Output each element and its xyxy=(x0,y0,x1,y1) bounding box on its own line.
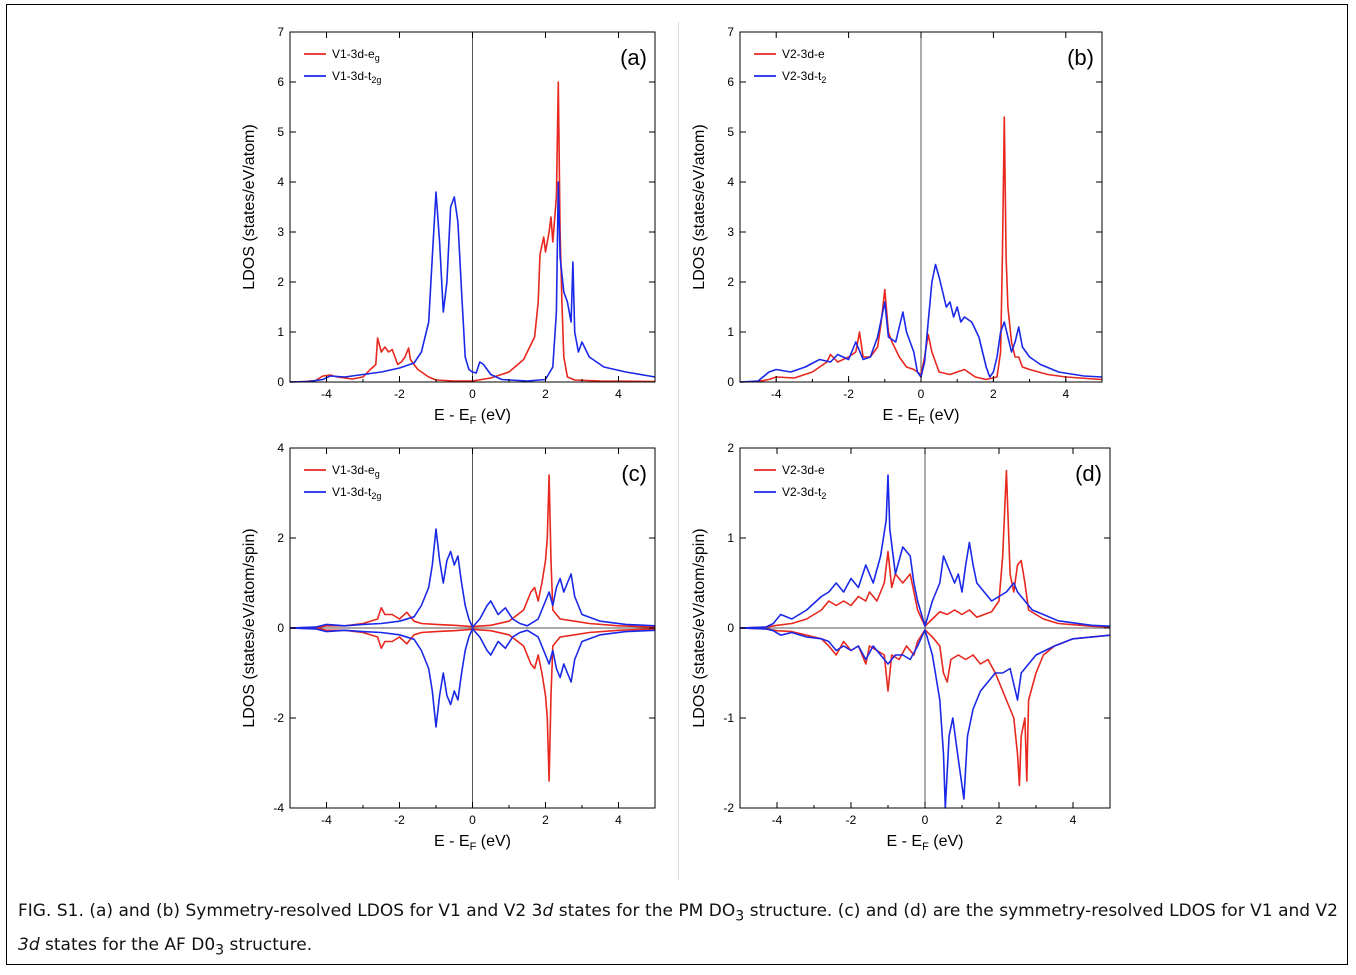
legend-label: V1-3d-eg xyxy=(332,47,380,63)
series-line-t2g-up xyxy=(739,474,1111,629)
y-tick-label: 3 xyxy=(727,225,734,239)
caption-text-4: states for the AF D0 xyxy=(39,935,216,956)
caption-sub-2: 3 xyxy=(215,942,225,959)
y-tick-label: 2 xyxy=(277,531,284,545)
y-tick-label: -1 xyxy=(723,711,734,725)
y-tick-label: 1 xyxy=(727,325,734,339)
y-tick-label: 6 xyxy=(727,75,734,89)
x-tick-label: -2 xyxy=(394,813,405,827)
series-line-t2g xyxy=(739,263,1103,383)
x-tick-label: -4 xyxy=(321,387,332,401)
ldos-chart-c: -4 -2 0 2 4 -4 -2 0 2 4 E - EF (eV) LDOS (states/eV… xyxy=(241,441,656,853)
x-tick-label: 2 xyxy=(990,387,997,401)
y-tick-label: 7 xyxy=(727,25,734,39)
x-tick-label: 2 xyxy=(542,813,549,827)
y-axis-label: LDOS (states/eV/atom/spin) xyxy=(241,528,258,727)
series-line-t2g-up xyxy=(289,528,656,629)
x-tick-label: 0 xyxy=(922,813,929,827)
caption-text-3: structure. (c) and (d) are the symmetry-… xyxy=(744,901,1338,921)
legend-label: V2-3d-e xyxy=(782,463,825,477)
series-line-t2g-down xyxy=(289,627,656,728)
panel-label: (d) xyxy=(1075,461,1102,486)
x-tick-label: -2 xyxy=(846,813,857,827)
panel-d: -4 -2 0 2 4 -2 -1 0 1 2 E - EF (eV) LDOS (states/eV… xyxy=(688,438,1118,868)
x-axis-label: E - EF (eV) xyxy=(434,407,511,427)
y-axis-label: LDOS (states/eV/atom/spin) xyxy=(691,528,708,727)
x-axis-label: E - EF (eV) xyxy=(887,833,964,853)
x-tick-label: 0 xyxy=(918,387,925,401)
panel-b: -4 -2 0 2 4 0 1 2 3 4 5 6 7 E - EF (eV) LDOS (states/e… xyxy=(688,22,1118,434)
panel-label: (c) xyxy=(621,461,647,486)
y-axis-label: LDOS (states/eV/atom) xyxy=(241,124,258,289)
legend-label: V1-3d-eg xyxy=(332,463,380,479)
x-tick-label: 4 xyxy=(1070,813,1077,827)
x-tick-label: -4 xyxy=(321,813,332,827)
y-tick-label: -2 xyxy=(273,711,284,725)
y-tick-label: 0 xyxy=(277,375,284,389)
caption-text-5: structure. xyxy=(224,935,313,956)
caption-italic-1: d xyxy=(542,901,554,921)
figure-caption: FIG. S1. (a) and (b) Symmetry-resolved L… xyxy=(18,897,1338,966)
x-tick-label: 2 xyxy=(996,813,1003,827)
ldos-chart-a: -4 -2 0 2 4 0 1 2 3 4 5 6 7 E - EF (eV) LDOS (states/e… xyxy=(241,25,656,427)
y-tick-label: 6 xyxy=(277,75,284,89)
ldos-chart-d: -4 -2 0 2 4 -2 -1 0 1 2 E - EF (eV) LDOS (states/eV… xyxy=(691,441,1111,853)
caption-text-1: FIG. S1. (a) and (b) Symmetry-resolved L… xyxy=(18,901,543,921)
y-tick-label: 5 xyxy=(277,125,284,139)
y-tick-label: 0 xyxy=(727,621,734,635)
legend-label: V2-3d-t2 xyxy=(782,69,826,85)
y-tick-label: 2 xyxy=(277,275,284,289)
x-tick-label: -4 xyxy=(772,813,783,827)
legend-label: V1-3d-t2g xyxy=(332,69,381,85)
y-tick-label: 0 xyxy=(727,375,734,389)
panel-a: -4 -2 0 2 4 0 1 2 3 4 5 6 7 E - EF (eV) LDOS (states/e… xyxy=(230,22,670,434)
x-tick-label: -2 xyxy=(843,387,854,401)
series-line-t2g-down xyxy=(739,627,1111,809)
y-tick-label: 4 xyxy=(277,441,284,455)
y-tick-label: 2 xyxy=(727,441,734,455)
caption-italic-2: 3d xyxy=(18,935,40,956)
x-tick-label: 0 xyxy=(469,387,476,401)
y-tick-label: 3 xyxy=(277,225,284,239)
y-tick-label: -2 xyxy=(723,801,734,815)
panel-label: (a) xyxy=(620,45,647,70)
y-tick-label: 5 xyxy=(727,125,734,139)
series-line-eg-down xyxy=(289,627,656,782)
x-tick-label: 4 xyxy=(615,813,622,827)
series-line-eg-up xyxy=(739,469,1111,629)
y-tick-label: 2 xyxy=(727,275,734,289)
y-axis-label: LDOS (states/eV/atom) xyxy=(691,124,708,289)
panel-c: -4 -2 0 2 4 -4 -2 0 2 4 E - EF (eV) LDOS (states/eV… xyxy=(230,438,670,868)
y-tick-label: 7 xyxy=(277,25,284,39)
x-axis-label: E - EF (eV) xyxy=(434,833,511,853)
ldos-chart-b: -4 -2 0 2 4 0 1 2 3 4 5 6 7 E - EF (eV) LDOS (states/e… xyxy=(691,25,1103,427)
series-line-eg-up xyxy=(289,474,656,629)
y-tick-label: 1 xyxy=(727,531,734,545)
series-line-eg-down xyxy=(739,627,1111,787)
legend-label: V1-3d-t2g xyxy=(332,485,381,501)
x-tick-label: -4 xyxy=(771,387,782,401)
panel-label: (b) xyxy=(1067,45,1094,70)
y-tick-label: 4 xyxy=(727,175,734,189)
x-tick-label: 4 xyxy=(1062,387,1069,401)
x-tick-label: 2 xyxy=(542,387,549,401)
series-line-t2g xyxy=(289,181,656,383)
x-axis-label: E - EF (eV) xyxy=(883,407,960,427)
caption-text-2: states for the PM DO xyxy=(553,901,736,921)
legend-label: V2-3d-e xyxy=(782,47,825,61)
figure-frame xyxy=(6,4,1348,965)
y-tick-label: -4 xyxy=(273,801,284,815)
caption-sub-1: 3 xyxy=(735,908,745,925)
y-tick-label: 4 xyxy=(277,175,284,189)
x-tick-label: -2 xyxy=(394,387,405,401)
y-tick-label: 1 xyxy=(277,325,284,339)
y-tick-label: 0 xyxy=(277,621,284,635)
x-tick-label: 0 xyxy=(469,813,476,827)
panel-divider xyxy=(678,22,679,880)
legend-label: V2-3d-t2 xyxy=(782,485,826,501)
x-tick-label: 4 xyxy=(615,387,622,401)
